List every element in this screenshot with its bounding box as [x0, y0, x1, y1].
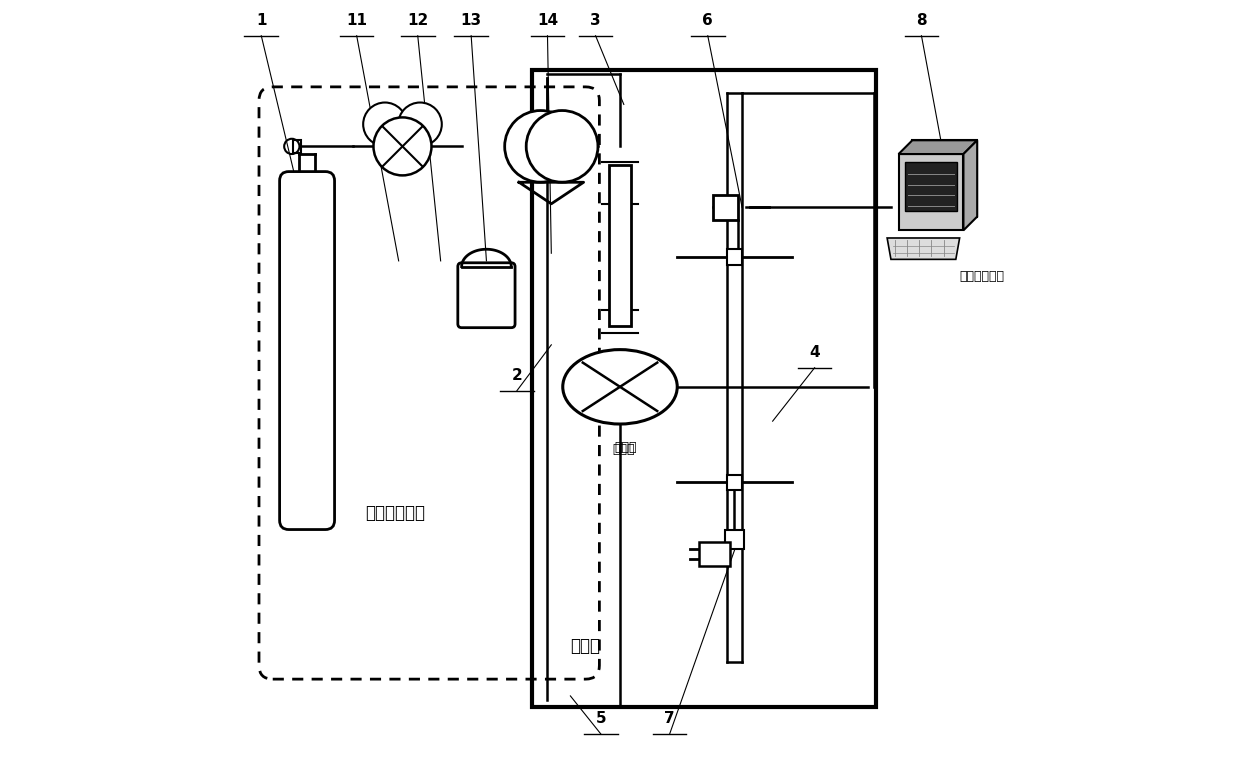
Circle shape [363, 103, 407, 146]
Text: 7: 7 [665, 712, 675, 726]
Text: 大通阀: 大通阀 [613, 443, 635, 456]
Bar [727, 250, 742, 265]
Text: 大通阀: 大通阀 [615, 440, 637, 453]
Circle shape [398, 103, 441, 146]
Bar [727, 475, 742, 489]
Text: 14: 14 [537, 13, 558, 28]
Circle shape [373, 117, 432, 175]
Text: 13: 13 [460, 13, 481, 28]
Text: 5: 5 [595, 712, 606, 726]
Text: 温控箱: 温控箱 [570, 637, 600, 655]
Bar [699, 542, 730, 566]
Text: 2: 2 [512, 368, 522, 383]
Polygon shape [899, 140, 977, 154]
Bar [532, 70, 875, 707]
Text: 8: 8 [916, 13, 926, 28]
Text: 6: 6 [702, 13, 713, 28]
Text: 1: 1 [255, 13, 267, 28]
Text: 4: 4 [810, 345, 820, 360]
Circle shape [505, 110, 577, 182]
Polygon shape [899, 154, 963, 231]
Text: 3: 3 [590, 13, 601, 28]
Bar [609, 165, 631, 326]
Bar [725, 530, 744, 548]
Polygon shape [887, 238, 960, 260]
Text: 11: 11 [346, 13, 367, 28]
Ellipse shape [563, 349, 677, 424]
FancyBboxPatch shape [279, 172, 335, 529]
Circle shape [526, 110, 598, 182]
FancyBboxPatch shape [458, 263, 515, 328]
Polygon shape [963, 140, 977, 231]
Text: 12: 12 [407, 13, 428, 28]
Text: 压力采集系统: 压力采集系统 [960, 270, 1004, 283]
Bar [713, 195, 738, 220]
Bar [905, 162, 957, 211]
Polygon shape [913, 140, 977, 217]
Bar [294, 140, 301, 152]
Text: 注气稳压系统: 注气稳压系统 [365, 504, 425, 522]
